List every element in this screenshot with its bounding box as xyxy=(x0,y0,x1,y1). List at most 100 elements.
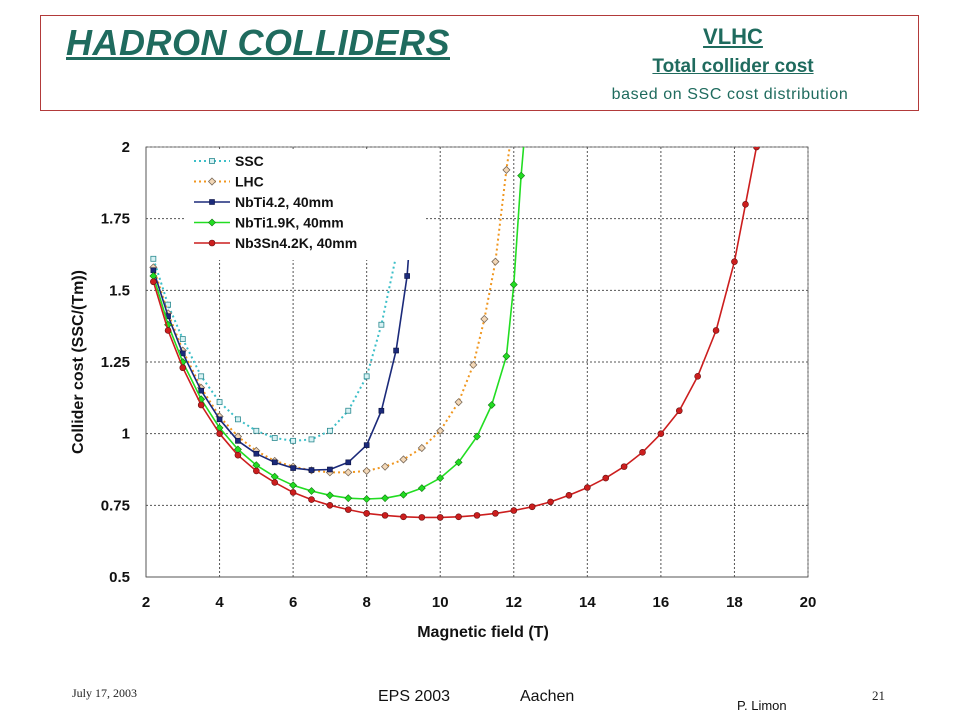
footer-conference: EPS 2003 xyxy=(378,688,451,705)
data-point-ssc xyxy=(216,399,223,406)
data-point-nb3sn4-2k-40mm xyxy=(731,258,738,265)
data-point-nb3sn4-2k-40mm xyxy=(455,513,462,521)
y-tick-label: 1.75 xyxy=(101,211,130,228)
data-point-nbti4-2-40mm xyxy=(393,347,399,354)
data-point-nbti4-2-40mm xyxy=(179,350,186,357)
data-point-ssc xyxy=(150,255,157,262)
data-point-lhc xyxy=(480,314,489,324)
data-point-nb3sn4-2k-40mm xyxy=(473,512,481,519)
data-point-nbti4-2-40mm xyxy=(271,459,278,466)
data-point-nb3sn4-2k-40mm xyxy=(753,147,760,151)
subtitle-total-cost: Total collider cost xyxy=(652,56,814,77)
data-point-nbti4-2-40mm xyxy=(308,467,315,473)
x-tick-label: 18 xyxy=(726,594,743,611)
legend-marker-nbti4-2-40mm xyxy=(209,199,215,205)
series-nbti4-2-40mm xyxy=(150,172,418,473)
data-point-nbti4-2-40mm xyxy=(198,387,204,394)
grid xyxy=(145,146,809,578)
data-point-nbti4-2-40mm xyxy=(327,466,333,473)
data-point-ssc xyxy=(165,301,171,308)
data-point-nb3sn4-2k-40mm xyxy=(602,474,610,482)
data-point-lhc xyxy=(362,466,371,475)
data-point-nb3sn4-2k-40mm xyxy=(436,514,444,521)
data-point-nb3sn4-2k-40mm xyxy=(657,430,665,437)
legend-marker-nbti1-9k-40mm xyxy=(208,218,216,227)
data-point-ssc xyxy=(308,436,315,443)
data-point-nb3sn4-2k-40mm xyxy=(289,489,297,496)
y-tick-label: 0.5 xyxy=(109,569,130,586)
data-point-nb3sn4-2k-40mm xyxy=(620,463,628,470)
footer-date: July 17, 2003 xyxy=(72,686,138,700)
data-point-nb3sn4-2k-40mm xyxy=(326,502,334,509)
x-tick-label: 4 xyxy=(215,594,224,611)
data-point-nbti4-2-40mm xyxy=(363,442,370,448)
data-point-nbti4-2-40mm xyxy=(253,450,260,457)
data-point-nb3sn4-2k-40mm xyxy=(675,407,683,415)
legend-label-lhc: LHC xyxy=(235,174,264,190)
data-point-nb3sn4-2k-40mm xyxy=(179,364,187,372)
data-point-nbti1-9k-40mm xyxy=(344,494,353,503)
x-tick-label: 6 xyxy=(289,594,297,611)
x-tick-label: 12 xyxy=(505,594,522,611)
data-point-ssc xyxy=(290,437,297,444)
x-tick-label: 14 xyxy=(579,594,596,611)
data-point-nbti1-9k-40mm xyxy=(307,487,316,495)
data-point-nb3sn4-2k-40mm xyxy=(271,479,279,486)
legend-background xyxy=(186,150,426,260)
data-point-nb3sn4-2k-40mm xyxy=(584,484,591,491)
data-point-lhc xyxy=(417,443,426,453)
footer-city: Aachen xyxy=(520,688,575,705)
data-point-nbti1-9k-40mm xyxy=(362,495,371,503)
data-point-nb3sn4-2k-40mm xyxy=(234,451,242,459)
data-point-nb3sn4-2k-40mm xyxy=(742,201,749,208)
data-point-nbti1-9k-40mm xyxy=(517,171,526,180)
data-point-ssc xyxy=(363,373,370,380)
legend-label-nbti4-2-40mm: NbTi4.2, 40mm xyxy=(235,194,334,210)
data-point-nb3sn4-2k-40mm xyxy=(565,491,573,499)
data-point-nbti4-2-40mm xyxy=(378,407,385,414)
x-tick-label: 8 xyxy=(362,594,370,611)
legend-marker-lhc xyxy=(207,177,217,186)
data-point-ssc xyxy=(253,427,260,434)
subtitle-vlhc: VLHC xyxy=(703,24,763,49)
data-point-nb3sn4-2k-40mm xyxy=(694,373,701,380)
data-point-nb3sn4-2k-40mm xyxy=(510,507,518,514)
data-point-nb3sn4-2k-40mm xyxy=(150,278,157,286)
series-nb3sn4-2k-40mm xyxy=(150,147,760,521)
data-point-nbti1-9k-40mm xyxy=(289,481,298,490)
data-point-nbti4-2-40mm xyxy=(235,438,241,444)
data-point-nbti4-2-40mm xyxy=(150,267,157,274)
data-point-lhc xyxy=(380,462,390,471)
series-line-ssc xyxy=(152,204,405,442)
subtitle-basis: based on SSC cost distribution xyxy=(611,86,849,103)
data-point-nbti1-9k-40mm xyxy=(473,432,481,441)
data-point-nbti1-9k-40mm xyxy=(454,458,463,467)
x-tick-label: 10 xyxy=(432,594,449,611)
data-point-nb3sn4-2k-40mm xyxy=(492,510,499,517)
x-tick-label: 2 xyxy=(142,594,150,611)
data-point-nbti1-9k-40mm xyxy=(502,352,511,361)
y-tick-label: 1.25 xyxy=(101,354,130,371)
data-point-lhc xyxy=(399,455,408,464)
data-point-nbti1-9k-40mm xyxy=(487,401,496,409)
data-point-nbti4-2-40mm xyxy=(290,465,296,471)
x-tick-label: 20 xyxy=(800,594,817,611)
data-point-nb3sn4-2k-40mm xyxy=(164,327,172,334)
y-axis-label: Collider cost (SSC/(Tm)) xyxy=(70,270,87,454)
legend: SSC LHC NbTi4.2, 40mm NbTi1.9K, 40mm Nb3Sn4.… xyxy=(186,150,426,260)
page-title: HADRON COLLIDERS xyxy=(66,22,450,63)
data-point-lhc xyxy=(491,257,500,266)
data-point-nb3sn4-2k-40mm xyxy=(418,514,426,521)
series-line-nbti1-9k-40mm xyxy=(152,147,525,500)
data-point-nb3sn4-2k-40mm xyxy=(712,327,720,334)
data-point-ssc xyxy=(235,416,241,423)
y-tick-label: 0.75 xyxy=(101,497,130,514)
y-tick-label: 1 xyxy=(122,426,130,443)
data-point-lhc xyxy=(502,165,511,174)
footer-author: P. Limon xyxy=(737,698,787,713)
data-point-nb3sn4-2k-40mm xyxy=(400,513,407,521)
y-tick-label: 1.5 xyxy=(109,282,130,299)
page-number: 21 xyxy=(872,688,885,703)
data-point-nbti4-2-40mm xyxy=(345,459,352,466)
